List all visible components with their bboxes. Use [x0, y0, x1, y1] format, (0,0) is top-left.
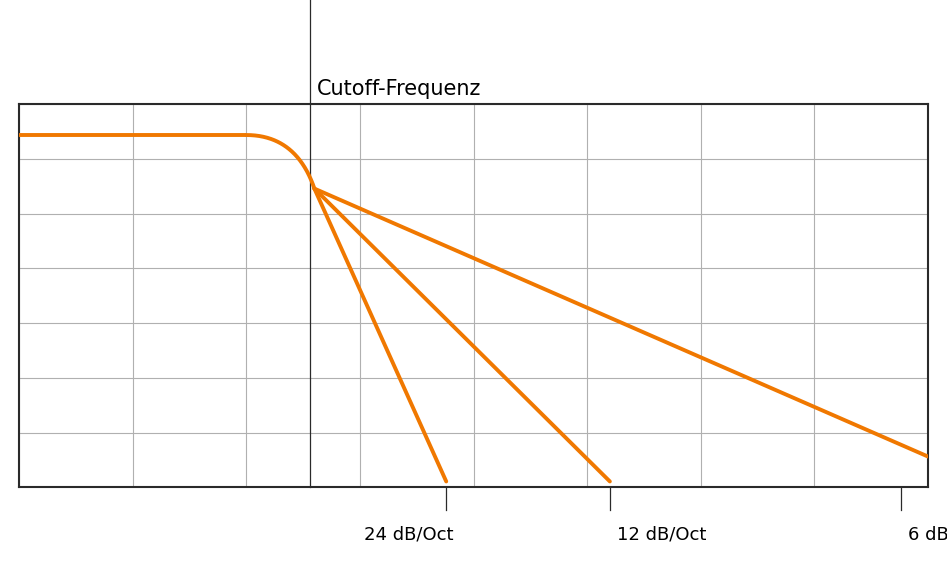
- Text: Cutoff-Frequenz: Cutoff-Frequenz: [317, 79, 481, 99]
- Text: 6 dB/Oct: 6 dB/Oct: [908, 525, 947, 543]
- Text: 12 dB/Oct: 12 dB/Oct: [617, 525, 706, 543]
- Text: 24 dB/Oct: 24 dB/Oct: [364, 525, 454, 543]
